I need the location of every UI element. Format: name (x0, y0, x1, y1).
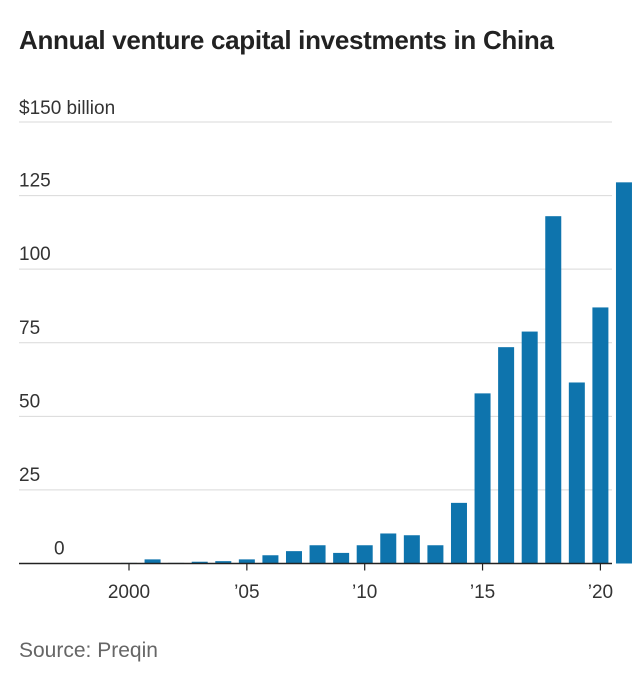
y-tick-label: 125 (19, 171, 51, 192)
x-axis-labels: 2000 ’05 ’10 ’15 ’20 (108, 563, 613, 603)
bar-2015 (474, 393, 491, 564)
bar-2013 (427, 545, 444, 564)
y-tick-label: 100 (19, 244, 51, 265)
bar-2009 (333, 552, 350, 564)
x-tick-label: ’15 (470, 582, 495, 603)
bar-2004 (215, 561, 232, 564)
bar-2014 (450, 502, 467, 564)
bar-2005 (238, 559, 255, 564)
x-tick-label: 2000 (108, 582, 150, 603)
bar-2019 (568, 382, 585, 564)
bar-2012 (403, 535, 420, 564)
bar-2010 (356, 545, 373, 564)
bar-2006 (262, 555, 279, 564)
source-note: Source: Preqin (19, 639, 158, 662)
bar-2016 (498, 347, 515, 564)
gridlines (19, 121, 612, 491)
y-tick-label: 75 (19, 318, 40, 339)
bar-2003 (191, 561, 208, 564)
y-tick-label: 0 (54, 539, 65, 560)
x-tick-label: ’20 (588, 582, 613, 603)
bar-2017 (521, 331, 538, 564)
bar-2020 (592, 307, 609, 564)
bar-2007 (285, 551, 302, 564)
bar-2001 (144, 559, 161, 564)
bar-2021 (615, 182, 632, 564)
bar-2018 (545, 216, 562, 564)
y-axis-unit-label: $150 billion (19, 98, 115, 119)
x-tick-label: ’05 (234, 582, 259, 603)
y-tick-label: 50 (19, 391, 40, 412)
x-tick-label: ’10 (352, 582, 377, 603)
bar-2011 (380, 533, 397, 564)
y-axis-labels: $150 billion 0 25 50 75 100 125 (19, 98, 115, 560)
bars (121, 182, 632, 564)
chart-title: Annual venture capital investments in Ch… (19, 25, 554, 55)
bar-2008 (309, 545, 326, 564)
y-tick-label: 25 (19, 465, 40, 486)
